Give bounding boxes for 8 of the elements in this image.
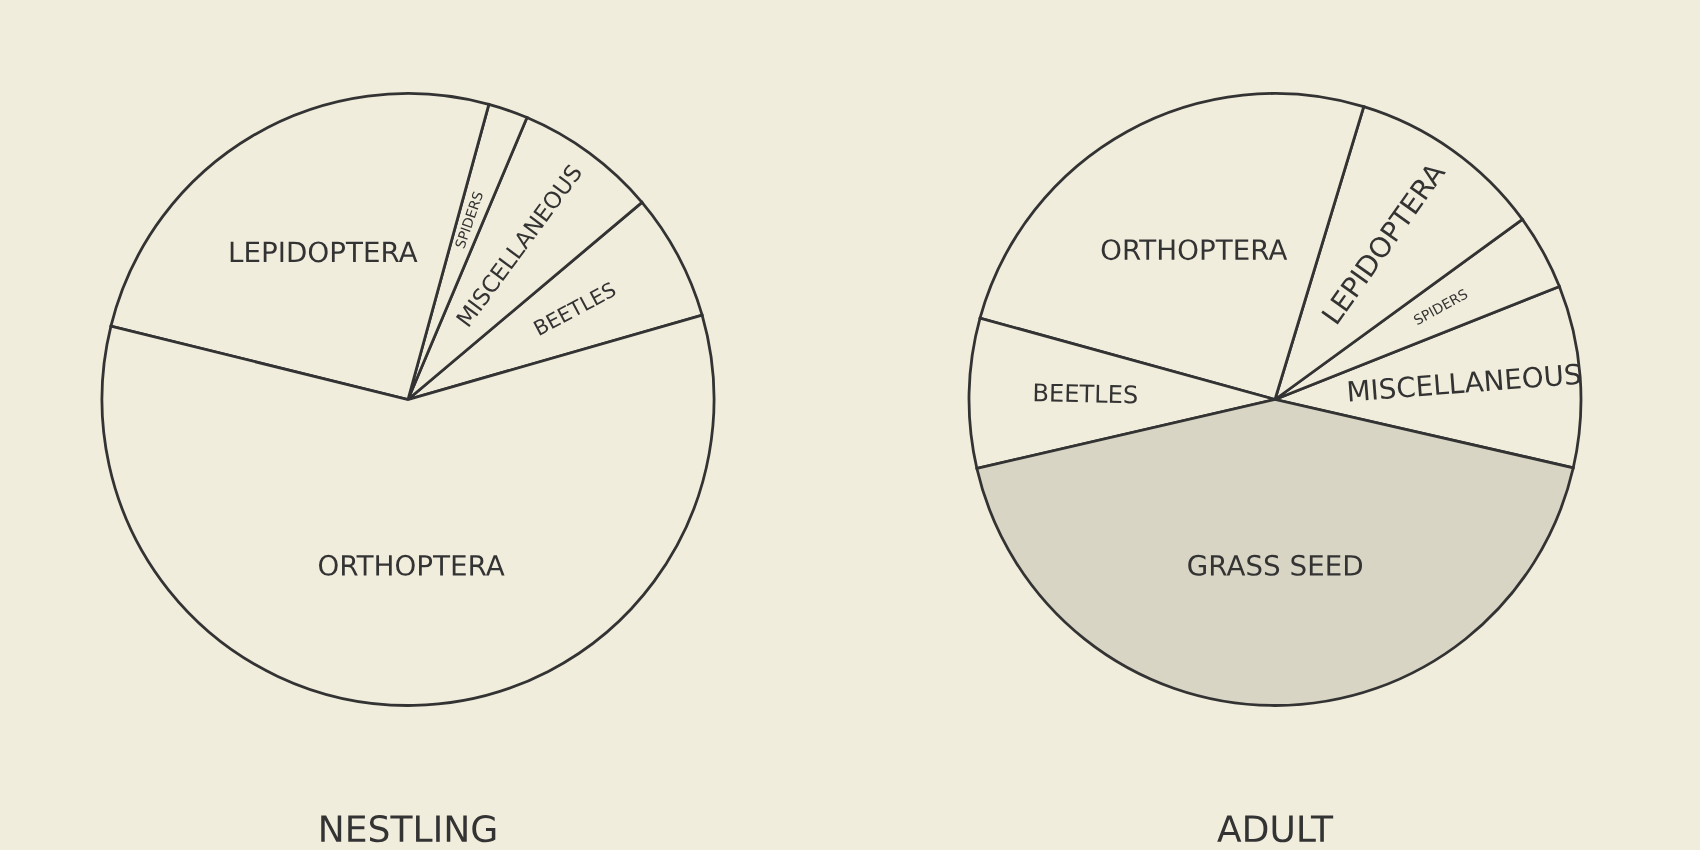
slice-label: BEETLES (1034, 383, 1138, 404)
slice-label: ORTHOPTERA (319, 554, 505, 576)
slice-label: MISCELLANEOUS (1348, 363, 1581, 402)
slice-label: ORTHOPTERA (1101, 239, 1288, 261)
slice-label: GRASS SEED (1188, 554, 1362, 576)
slice-label: LEPIDOPTERA (230, 241, 418, 263)
text: ADULT (1217, 815, 1334, 843)
text: NESTLING (321, 815, 496, 843)
